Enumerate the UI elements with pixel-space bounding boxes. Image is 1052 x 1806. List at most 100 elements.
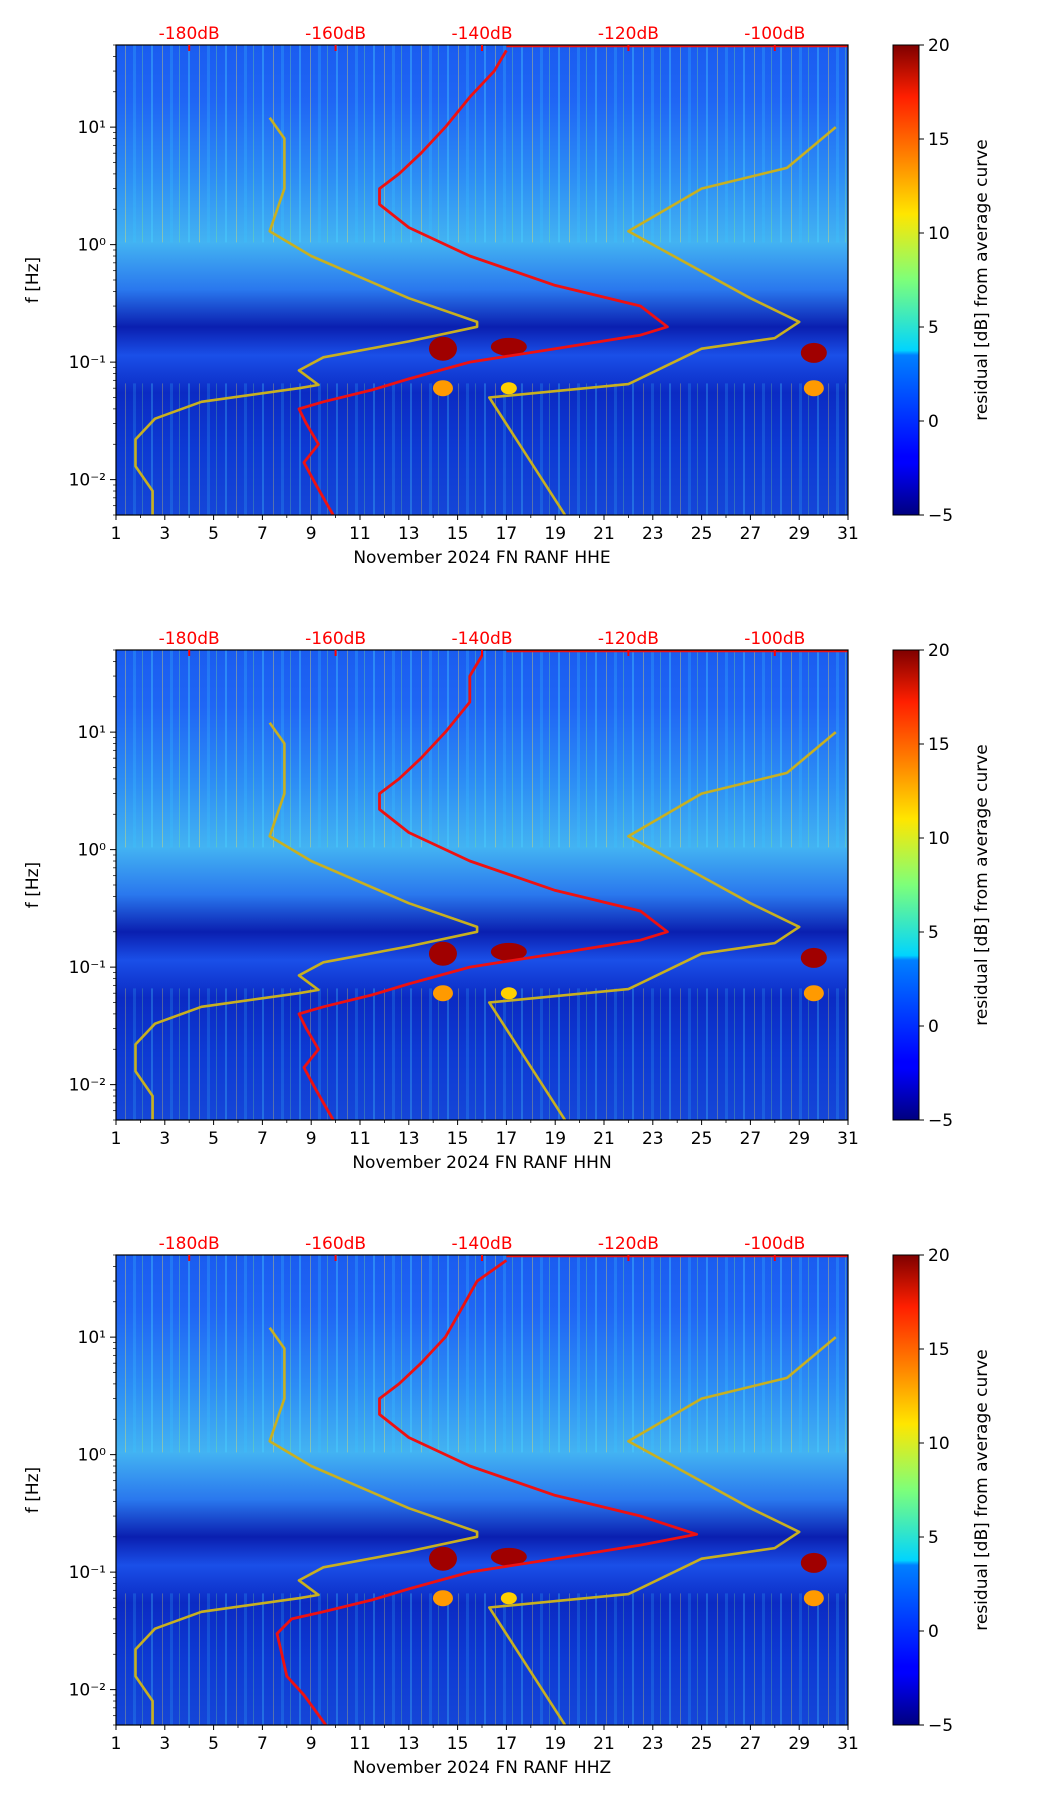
top-db-label: -140dB (451, 1234, 512, 1254)
y-tick-label: 10⁰ (78, 1446, 107, 1466)
y-tick-label: 10⁰ (78, 841, 107, 861)
colorbar (892, 44, 920, 516)
x-tick-label: 3 (159, 524, 170, 544)
x-tick-label: 25 (691, 1129, 713, 1149)
top-db-label: -100dB (744, 1234, 805, 1254)
y-axis-title: f [Hz] (23, 1467, 43, 1513)
heatmap-area (116, 650, 848, 1120)
top-db-label: -120dB (598, 24, 659, 44)
colorbar-title: residual [dB] from average curve (972, 744, 992, 1025)
x-tick-label: 29 (788, 524, 810, 544)
heatmap-streaks-low (116, 988, 848, 1120)
x-tick-label: 19 (544, 1129, 566, 1149)
top-db-label: -180dB (159, 24, 220, 44)
x-tick-label: 1 (111, 1129, 122, 1149)
colorbar-title: residual [dB] from average curve (972, 1349, 992, 1630)
colorbar (892, 649, 920, 1121)
x-axis-title: November 2024 FN RANF HHZ (353, 1758, 611, 1778)
colorbar-tick-label: 20 (928, 36, 950, 56)
x-tick-label: 9 (306, 1129, 317, 1149)
hotspot-1 (428, 941, 457, 966)
hotspot-2 (490, 1547, 527, 1566)
x-tick-label: 15 (447, 1734, 469, 1754)
hotspot-3 (800, 342, 827, 363)
x-axis-title: November 2024 FN RANF HHN (352, 1153, 611, 1173)
hotspot-4 (432, 380, 453, 397)
y-tick-label: 10¹ (78, 118, 106, 138)
y-tick-label: 10⁻¹ (69, 1563, 106, 1583)
top-db-label: -120dB (598, 1234, 659, 1254)
colorbar-tick-label: 15 (928, 735, 950, 755)
y-axis-title: f [Hz] (23, 257, 43, 303)
x-tick-label: 29 (788, 1734, 810, 1754)
x-tick-label: 15 (447, 524, 469, 544)
colorbar-tick-label: −5 (928, 1716, 953, 1736)
colorbar-tick-label: 15 (928, 1340, 950, 1360)
top-db-label: -160dB (305, 1234, 366, 1254)
x-tick-label: 7 (257, 1734, 268, 1754)
olive-curve-right (487, 126, 837, 515)
x-tick-label: 31 (837, 524, 859, 544)
hotspot-3 (800, 1552, 827, 1573)
x-tick-label: 21 (593, 1734, 615, 1754)
colorbar-tick-label: 0 (928, 1622, 939, 1642)
heatmap-streaks-low (116, 1593, 848, 1725)
y-axis-title: f [Hz] (23, 862, 43, 908)
x-tick-label: 29 (788, 1129, 810, 1149)
hotspot-6 (500, 987, 517, 1000)
colorbar-tick-label: 5 (928, 923, 939, 943)
x-tick-label: 5 (208, 524, 219, 544)
x-tick-label: 11 (349, 1734, 371, 1754)
olive-curve-left (134, 1327, 479, 1725)
x-tick-label: 21 (593, 1129, 615, 1149)
colorbar-tick-label: 0 (928, 412, 939, 432)
x-tick-label: 17 (496, 524, 518, 544)
top-db-label: -120dB (598, 629, 659, 649)
x-tick-label: 21 (593, 524, 615, 544)
x-tick-label: 5 (208, 1734, 219, 1754)
colorbar (892, 1254, 920, 1726)
x-tick-label: 5 (208, 1129, 219, 1149)
heatmap-area (116, 1255, 848, 1725)
x-tick-label: 7 (257, 524, 268, 544)
hotspot-6 (500, 382, 517, 395)
hotspot-4 (432, 1590, 453, 1607)
x-tick-label: 31 (837, 1129, 859, 1149)
x-tick-label: 25 (691, 1734, 713, 1754)
red-curve (297, 654, 669, 1120)
x-tick-label: 27 (740, 1129, 762, 1149)
red-curve (275, 1259, 699, 1725)
y-tick-label: 10⁻² (69, 1681, 106, 1701)
x-tick-label: 15 (447, 1129, 469, 1149)
heatmap-streaks-high (116, 1255, 848, 1453)
olive-curve-right (487, 731, 837, 1120)
hotspot-3 (800, 947, 827, 968)
red-curve (297, 49, 669, 515)
y-tick-label: 10⁰ (78, 236, 107, 256)
hotspot-2 (490, 337, 527, 356)
olive-curve-right (487, 1336, 837, 1725)
y-tick-label: 10⁻² (69, 1076, 106, 1096)
top-db-label: -180dB (159, 629, 220, 649)
colorbar-tick-label: −5 (928, 506, 953, 526)
top-db-label: -140dB (451, 24, 512, 44)
colorbar-tick-label: 5 (928, 318, 939, 338)
colorbar-tick-label: −5 (928, 1111, 953, 1131)
x-axis-title: November 2024 FN RANF HHE (353, 548, 610, 568)
hotspot-1 (428, 336, 457, 361)
top-db-label: -100dB (744, 24, 805, 44)
hotspot-5 (803, 1590, 824, 1607)
hotspot-2 (490, 942, 527, 961)
y-tick-label: 10⁻¹ (69, 353, 106, 373)
top-db-label: -100dB (744, 629, 805, 649)
x-tick-label: 23 (642, 524, 664, 544)
hotspot-5 (803, 985, 824, 1002)
hotspot-5 (803, 380, 824, 397)
colorbar-tick-label: 10 (928, 1434, 950, 1454)
top-db-label: -140dB (451, 629, 512, 649)
hotspot-6 (500, 1592, 517, 1605)
